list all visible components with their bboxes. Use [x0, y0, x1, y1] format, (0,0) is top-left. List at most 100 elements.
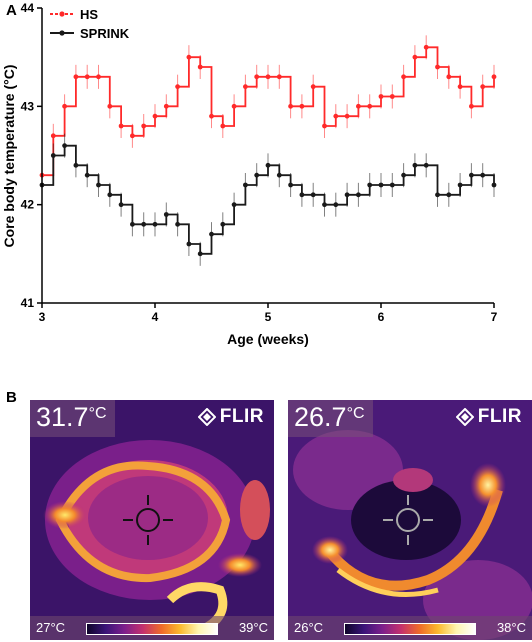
data-point: [310, 84, 316, 90]
data-point: [73, 74, 79, 80]
panel-label-a: A: [6, 2, 17, 19]
data-point: [197, 64, 203, 70]
x-tick-label: 6: [378, 310, 385, 324]
spot-temperature-value: 31.7: [36, 402, 89, 432]
data-point: [491, 182, 497, 188]
data-point: [231, 202, 237, 208]
data-point: [107, 192, 113, 198]
x-tick-label: 7: [491, 310, 498, 324]
spot-temperature-unit: °C: [88, 405, 107, 422]
data-point: [186, 241, 192, 247]
flir-brand-text: FLIR: [219, 406, 264, 427]
data-point: [152, 221, 158, 227]
flir-logo-left: FLIR: [197, 406, 264, 428]
thermal-image-right: 26.7°C FLIR 26°C 38°C: [288, 400, 532, 640]
data-point: [186, 54, 192, 60]
data-point: [50, 133, 56, 139]
series-sprink: [39, 133, 497, 266]
data-point: [254, 172, 260, 178]
data-point: [299, 192, 305, 198]
data-point: [84, 74, 90, 80]
data-point: [73, 162, 79, 168]
data-point: [276, 172, 282, 178]
temperature-chart: 3 4 5 6 7 41 42 43 44 Age (weeks) Core body temp…: [1, 1, 498, 347]
chart-legend: HS SPRINK: [50, 7, 130, 41]
flir-diamond-icon: [197, 408, 216, 426]
data-point: [163, 103, 169, 109]
scale-min-label: 27°C: [36, 620, 66, 635]
data-point: [310, 192, 316, 198]
data-point: [378, 182, 384, 188]
data-point: [389, 182, 395, 188]
y-tick-label: 44: [21, 1, 35, 15]
data-point: [220, 123, 226, 129]
color-scale-bar: [86, 623, 218, 635]
x-tick-label: 3: [39, 310, 46, 324]
data-point: [412, 54, 418, 60]
color-scale-right: 26°C 38°C: [288, 616, 532, 640]
spot-temperature-right: 26.7°C: [288, 400, 373, 437]
data-point: [62, 103, 67, 109]
data-point: [480, 172, 486, 178]
data-point: [118, 123, 124, 129]
data-point: [265, 74, 271, 80]
data-point: [107, 103, 113, 109]
data-point: [96, 182, 101, 188]
thermal-heatmap-right: [288, 400, 532, 640]
data-point: [446, 74, 452, 80]
crosshair-icon: [383, 495, 433, 545]
data-point: [84, 172, 90, 178]
data-point: [367, 103, 373, 109]
data-point: [435, 192, 440, 198]
scale-max-label: 39°C: [238, 620, 268, 635]
data-point: [333, 202, 339, 208]
flir-brand-text: FLIR: [477, 406, 522, 427]
data-point: [378, 94, 384, 99]
data-point: [50, 153, 56, 158]
spot-temperature-left: 31.7°C: [30, 400, 115, 437]
data-point: [96, 74, 101, 80]
data-point: [401, 74, 406, 80]
data-point: [469, 172, 474, 178]
data-point: [435, 64, 440, 70]
data-point: [152, 113, 158, 119]
y-tick-label: 43: [21, 99, 35, 113]
data-point: [130, 133, 135, 139]
data-point: [141, 123, 147, 129]
data-point: [209, 113, 214, 119]
panel-label-b: B: [6, 389, 17, 406]
data-point: [243, 182, 248, 188]
data-point: [469, 103, 474, 109]
data-point: [130, 221, 135, 227]
data-point: [175, 221, 181, 227]
data-point: [491, 74, 497, 80]
data-point: [322, 123, 327, 129]
data-point: [457, 182, 463, 188]
data-point: [197, 251, 203, 257]
series-hs: [39, 35, 497, 188]
legend-label-sprink: SPRINK: [80, 26, 130, 41]
data-point: [243, 84, 248, 90]
data-point: [423, 44, 429, 50]
data-point: [457, 84, 463, 90]
data-point: [480, 84, 486, 90]
data-point: [344, 113, 350, 119]
data-point: [446, 192, 452, 198]
data-point: [423, 162, 429, 168]
thermal-image-left: 31.7°C FLIR 27°C 39°C: [30, 400, 274, 640]
data-point: [322, 202, 327, 208]
color-scale-left: 27°C 39°C: [30, 616, 274, 640]
spot-temperature-value: 26.7: [294, 402, 347, 432]
flir-logo-right: FLIR: [455, 406, 522, 428]
data-point: [344, 192, 350, 198]
data-point: [367, 182, 373, 188]
thermal-heatmap-left: [30, 400, 274, 640]
y-axis-label: Core body temperature (°C): [1, 65, 17, 248]
data-point: [412, 162, 418, 168]
data-point: [276, 74, 282, 80]
flir-diamond-icon: [455, 408, 474, 426]
scale-min-label: 26°C: [294, 620, 324, 635]
x-tick-label: 4: [152, 310, 159, 324]
data-point: [333, 113, 339, 119]
data-point: [356, 103, 361, 109]
